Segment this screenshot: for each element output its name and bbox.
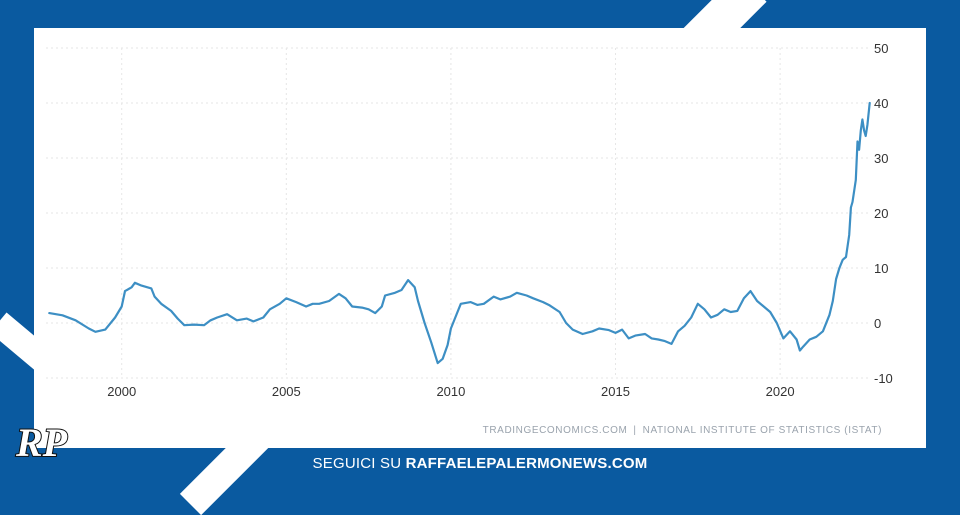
y-tick-label: 0: [874, 316, 881, 331]
x-tick-label: 2015: [601, 384, 630, 399]
source-caption: TRADINGECONOMICS.COM | NATIONAL INSTITUTE …: [483, 425, 882, 436]
series-line: [48, 101, 871, 365]
source-separator: |: [633, 425, 637, 436]
site-logo: RP: [14, 419, 69, 466]
chart-card: 50 40 30 20 10 0 -10 2000 2005 2010 2015 2020 TRADI…: [34, 28, 926, 448]
source-left: TRADINGECONOMICS.COM: [482, 425, 628, 436]
y-tick-label: 20: [874, 206, 888, 221]
x-tick-label: 2005: [272, 384, 301, 399]
y-tick-label: 30: [874, 151, 888, 166]
x-tick-label: 2010: [436, 384, 465, 399]
y-tick-label: -10: [874, 371, 893, 386]
footer-lead: SEGUICI SU: [312, 455, 402, 472]
x-tick-label: 2020: [766, 384, 795, 399]
x-tick-label: 2000: [107, 384, 136, 399]
footer-site-link[interactable]: RAFFAELEPALERMONEWS.COM: [405, 455, 648, 472]
y-tick-label: 40: [874, 96, 888, 111]
logo-text: RP: [15, 420, 68, 465]
source-right: NATIONAL INSTITUTE OF STATISTICS (ISTAT): [642, 425, 882, 436]
y-tick-label: 50: [874, 41, 888, 56]
footer-banner: SEGUICI SU RAFFAELEPALERMONEWS.COM: [0, 455, 960, 472]
y-tick-label: 10: [874, 261, 888, 276]
